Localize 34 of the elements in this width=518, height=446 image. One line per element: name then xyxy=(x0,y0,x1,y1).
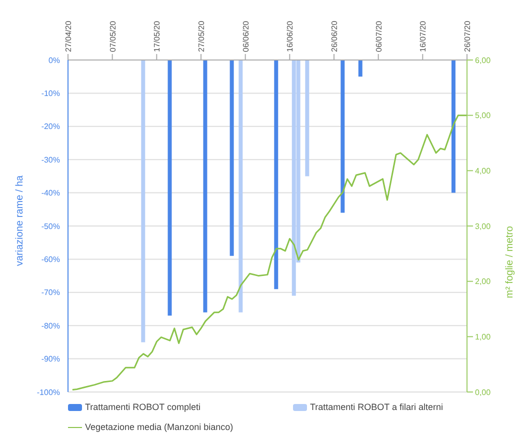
x-tick-label: 07/05/20 xyxy=(108,20,118,52)
y2-tick-label: 5,00 xyxy=(475,111,492,120)
y2-axis-title: m² foglie / metro xyxy=(504,226,516,298)
y-tick-label: -20% xyxy=(41,122,60,132)
legend-label: Vegetazione media (Manzoni bianco) xyxy=(85,422,234,432)
line-series xyxy=(72,114,467,391)
y-tick-label: -50% xyxy=(41,222,60,231)
y-tick-label: -30% xyxy=(41,155,60,164)
legend-label: Trattamenti ROBOT a filari alterni xyxy=(310,402,444,412)
x-tick-label: 16/06/20 xyxy=(286,20,295,52)
y2-tick-label: 3,00 xyxy=(475,222,492,231)
x-tick-label: 27/04/20 xyxy=(64,20,73,52)
y2-tick-label: 1,00 xyxy=(475,332,492,342)
x-tick-label: 06/07/20 xyxy=(374,20,384,52)
y-tick-label: -80% xyxy=(41,321,60,330)
y2-tick-label: 0,00 xyxy=(475,388,492,397)
x-tick-label: 27/05/20 xyxy=(197,20,206,52)
y-tick-label: -10% xyxy=(41,89,60,98)
y-tick-label: -70% xyxy=(41,288,60,298)
x-tick-label: 06/06/20 xyxy=(241,20,250,52)
y2-tick-label: 4,00 xyxy=(475,166,492,176)
legend-label: Trattamenti ROBOT completi xyxy=(85,402,201,412)
y-tick-label: 0% xyxy=(48,56,60,65)
y-axis-title: variazione rame / ha xyxy=(14,174,26,266)
y2-tick-label: 6,00 xyxy=(475,56,492,65)
x-tick-label: 17/05/20 xyxy=(152,20,162,52)
y2-tick-label: 2,00 xyxy=(475,277,492,286)
x-tick-label: 26/07/20 xyxy=(463,20,472,52)
y-tick-label: -90% xyxy=(41,354,60,364)
y-tick-label: -40% xyxy=(41,188,60,198)
y-tick-label: -60% xyxy=(41,255,60,264)
x-tick-label: 16/07/20 xyxy=(418,20,428,52)
y-tick-label: -100% xyxy=(36,388,60,397)
x-tick-label: 26/06/20 xyxy=(330,20,339,52)
